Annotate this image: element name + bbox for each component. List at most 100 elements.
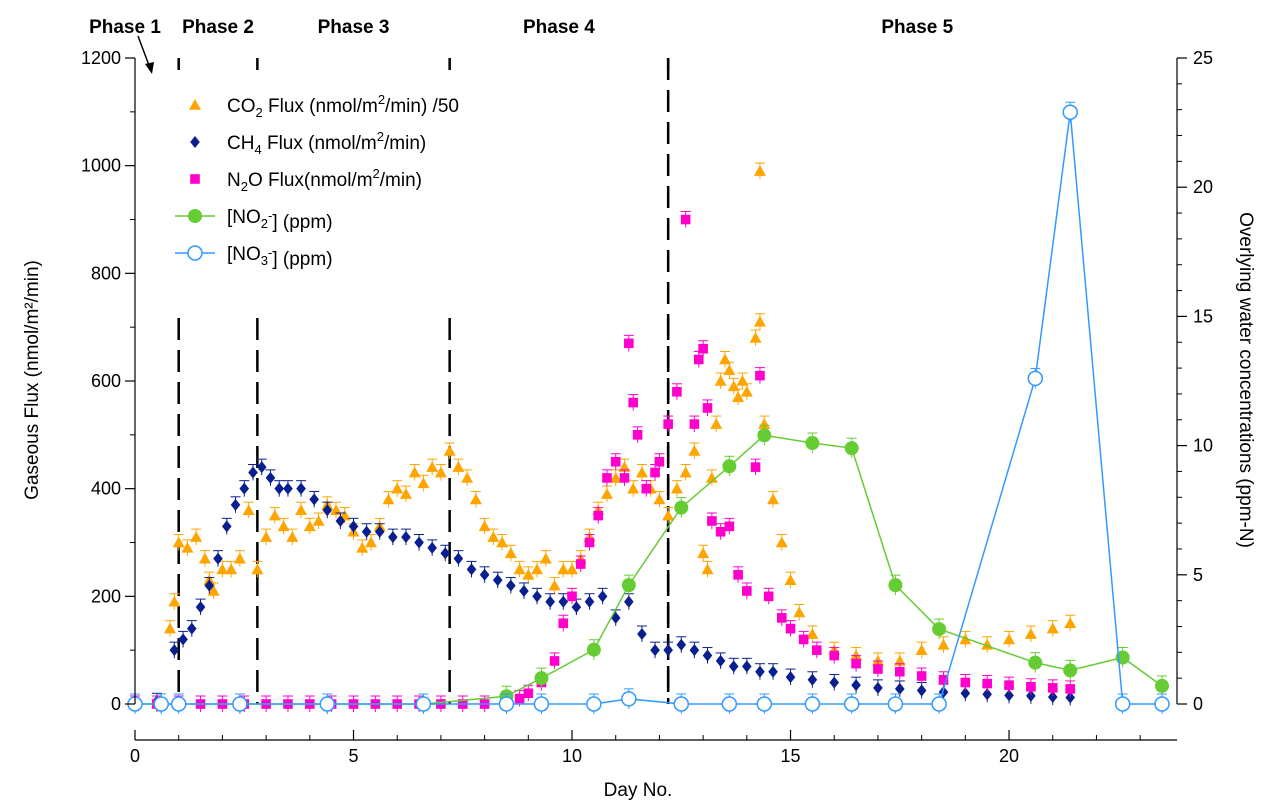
y-tick-label: 800 [91, 263, 121, 283]
data-point [960, 687, 971, 700]
data-point [650, 467, 660, 478]
data-point [793, 606, 806, 618]
data-point [170, 696, 187, 712]
data-point [498, 696, 515, 712]
data-point [718, 353, 731, 365]
data-point [637, 628, 647, 641]
data-point [1154, 696, 1170, 712]
data-point [401, 531, 411, 544]
data-point [213, 552, 223, 565]
data-point [195, 601, 206, 614]
data-point [844, 441, 859, 456]
x-axis-title: Day No. [604, 780, 673, 801]
data-point [753, 165, 766, 176]
data-point [851, 679, 861, 692]
data-point [829, 650, 840, 661]
data-point [679, 466, 692, 478]
data-point [600, 488, 613, 499]
data-point [548, 579, 561, 591]
data-point [785, 623, 796, 634]
data-point [1064, 617, 1077, 629]
data-point [750, 462, 761, 472]
data-point [702, 649, 713, 662]
y-tick-label: 1200 [81, 48, 121, 68]
data-point [807, 673, 818, 686]
data-point [309, 493, 319, 506]
data-point [1028, 655, 1043, 670]
legend-label: N2O Flux(nmol/m2/min) [227, 166, 422, 194]
data-point [382, 493, 395, 505]
legend-item: [NO3-] (ppm) [175, 244, 333, 270]
data-point [662, 509, 675, 521]
data-point [798, 634, 809, 645]
data-point [758, 418, 771, 429]
data-point [414, 536, 424, 549]
data-point [621, 578, 636, 593]
data-point [672, 386, 682, 397]
data-point [714, 375, 727, 386]
data-point [1065, 691, 1076, 704]
data-point [187, 622, 197, 635]
data-point [230, 498, 241, 511]
data-point [785, 671, 796, 684]
data-point [705, 471, 718, 483]
series-line [135, 434, 1163, 705]
data-point [168, 595, 181, 607]
series-line [135, 112, 1162, 705]
data-point [586, 696, 602, 712]
data-point [506, 579, 516, 592]
data-point [843, 696, 860, 712]
data-point [303, 520, 316, 532]
data-point [531, 563, 544, 575]
data-point [566, 563, 579, 575]
data-point [724, 521, 735, 532]
data-point [931, 696, 947, 712]
data-point [283, 482, 293, 495]
data-point [1026, 681, 1036, 692]
legend: CO2 Flux (nmol/m2/min) /50 CH4 Flux (nmol… [175, 92, 459, 270]
data-point [982, 678, 992, 689]
series-0 [163, 162, 1077, 669]
phase-label: Phase 1 [89, 17, 161, 38]
data-point [225, 563, 238, 575]
data-point [710, 418, 723, 429]
data-point [575, 559, 586, 569]
data-point [335, 514, 346, 527]
data-point [584, 537, 595, 548]
data-point [728, 660, 739, 673]
data-point [1047, 691, 1058, 704]
data-point [466, 563, 477, 576]
data-point [461, 471, 474, 483]
data-point [938, 686, 949, 699]
x-tick-label: 15 [781, 746, 801, 766]
data-point [242, 504, 255, 515]
data-point [619, 473, 630, 483]
data-point [776, 613, 787, 623]
data-point [753, 315, 766, 327]
data-point [804, 696, 821, 712]
y2-tick-label: 25 [1193, 48, 1213, 68]
data-point [274, 482, 285, 495]
data-point [635, 466, 648, 478]
data-point [452, 461, 465, 472]
data-point [756, 696, 773, 712]
data-point [937, 638, 950, 650]
data-point [1004, 689, 1014, 702]
data-point [628, 397, 639, 408]
data-point [742, 586, 752, 596]
phase1-arrow [137, 35, 151, 69]
y-tick-label: 400 [91, 479, 121, 499]
legend-item: CH4 Flux (nmol/m2/min) [190, 129, 426, 157]
data-point [434, 466, 447, 478]
data-point [163, 622, 176, 634]
data-point [916, 684, 927, 697]
data-point [221, 520, 232, 533]
data-point [523, 688, 534, 699]
data-point [204, 579, 215, 592]
data-point [330, 504, 343, 515]
data-point [698, 343, 708, 354]
y-tick-label: 200 [91, 586, 121, 606]
y2-tick-label: 10 [1193, 436, 1213, 456]
data-point [641, 483, 652, 494]
